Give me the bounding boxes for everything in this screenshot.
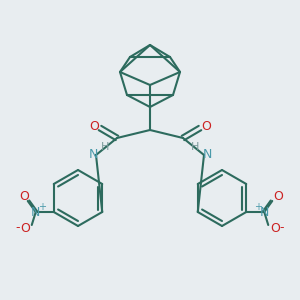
Text: N: N (260, 206, 269, 218)
Text: O: O (89, 119, 99, 133)
Text: O: O (273, 190, 283, 203)
Text: N: N (202, 148, 212, 161)
Text: O: O (19, 190, 29, 203)
Text: O: O (270, 223, 280, 236)
Text: H: H (191, 142, 199, 152)
Text: +: + (254, 202, 262, 212)
Text: N: N (88, 148, 98, 161)
Text: -: - (16, 221, 20, 235)
Text: O: O (201, 119, 211, 133)
Text: O: O (20, 223, 30, 236)
Text: H: H (101, 142, 109, 152)
Text: -: - (279, 221, 283, 235)
Text: N: N (31, 206, 40, 218)
Text: +: + (38, 202, 46, 212)
